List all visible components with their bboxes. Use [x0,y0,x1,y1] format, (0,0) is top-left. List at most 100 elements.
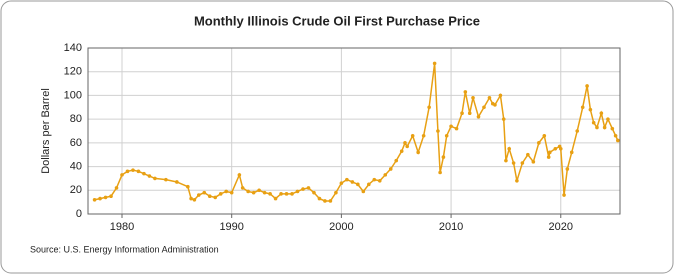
point [467,111,472,116]
point [131,168,135,172]
x-tick-label: 2000 [329,221,353,233]
point [98,196,102,201]
point [520,161,525,165]
point [436,129,440,133]
point [334,190,338,195]
point [284,192,289,196]
point [323,199,327,203]
point [504,158,508,163]
source: Source: U.S. Energy Information Administ… [30,244,219,254]
point [515,179,519,183]
point [218,192,223,196]
point [301,187,305,191]
point [257,188,261,193]
plot-border [87,47,621,215]
point [405,144,410,149]
plot: 0 20 40 60 80 100 120 140 1980 1990 2000 2010 2020 [64,42,621,233]
point [432,61,437,66]
point [317,196,322,201]
point [606,117,610,121]
point [471,96,475,100]
point [476,114,481,119]
point [345,177,349,182]
point [189,196,193,201]
point [192,197,197,202]
y-axis-label: Dollars per Barrel [40,88,52,174]
point [403,141,407,145]
point [367,182,371,187]
point [487,96,492,100]
point [246,189,250,194]
point [507,146,512,151]
point [616,138,620,143]
point [350,180,355,184]
y-tick-label: 40 [70,160,82,172]
point [546,155,551,159]
point [109,194,113,199]
point [175,180,179,184]
y-tick-label: 140 [64,42,82,54]
point [410,133,415,138]
x-tick-label: 1990 [219,221,243,233]
point [588,107,593,112]
point [602,125,607,130]
y-tick-label: 0 [76,208,82,220]
point [268,192,272,196]
point [547,150,552,155]
y-tick-label: 120 [64,66,82,78]
point [120,173,124,177]
point [142,171,146,176]
point [202,190,207,195]
point [125,169,130,174]
point [114,186,119,190]
point [585,84,589,88]
point [147,174,152,178]
point [531,160,536,164]
point [388,167,393,171]
point [153,176,157,181]
point [339,181,344,185]
x-tick-label: 1980 [110,221,134,233]
point [394,158,399,163]
point [312,190,316,195]
y-tick-label: 60 [70,137,82,149]
point [273,196,278,201]
y-tick-label: 100 [64,89,82,101]
point [565,167,570,171]
point [229,190,234,195]
point [306,186,311,190]
point [449,124,453,129]
point [613,133,618,138]
point [361,189,366,194]
point [493,103,497,107]
point [290,192,294,196]
point [482,105,486,110]
point [438,170,442,175]
point [186,184,190,189]
point [460,111,464,116]
point [595,125,599,130]
point [399,149,404,153]
y-tick-label: 80 [70,113,82,125]
point [383,173,388,177]
point [92,197,97,202]
point [240,186,245,190]
point [421,133,426,138]
point [237,173,242,177]
point [251,190,256,195]
point [444,133,449,138]
point [328,199,333,203]
point [498,93,503,98]
point [580,105,585,110]
point [537,141,541,145]
point [377,179,382,183]
point [558,146,563,151]
point [610,126,615,131]
point [279,192,283,196]
point [599,111,604,116]
point [207,194,212,199]
point [441,155,446,159]
x-tick-label: 2010 [439,221,463,233]
chart-title: Monthly Illinois Crude Oil First Purchas… [194,13,480,28]
